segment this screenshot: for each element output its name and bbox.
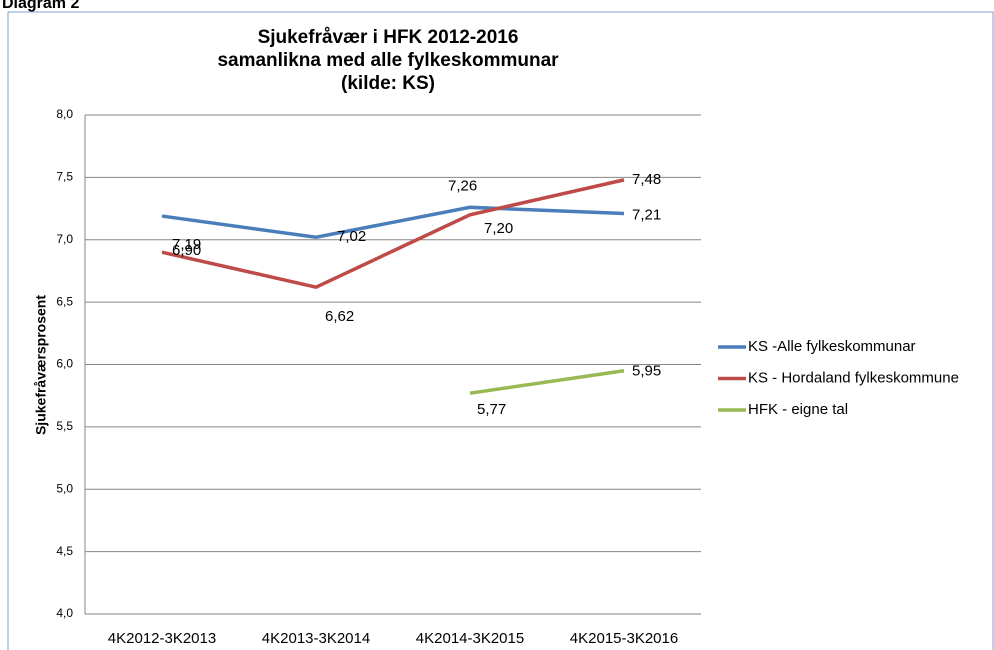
x-tick-label: 4K2013-3K2014 (262, 630, 370, 647)
data-label: 7,02 (337, 228, 366, 245)
y-tick-label: 7,0 (56, 232, 73, 246)
y-tick-label: 5,5 (56, 419, 73, 433)
y-tick-label: 7,5 (56, 170, 73, 184)
chart-border (7, 11, 994, 650)
y-tick-label: 6,0 (56, 357, 73, 371)
y-tick-label: 8,0 (56, 107, 73, 121)
data-label: 6,62 (325, 308, 354, 325)
data-label: 7,21 (632, 207, 661, 224)
series-line (161, 178, 625, 289)
x-tick-label: 4K2012-3K2013 (108, 630, 216, 647)
y-tick-label: 4,0 (56, 606, 73, 620)
legend-label: KS -Alle fylkeskommunar (748, 338, 916, 355)
y-tick-label: 5,0 (56, 481, 73, 495)
chart-subtitle: samanlikna med alle fylkeskommunar (217, 50, 559, 71)
data-label: 5,77 (477, 401, 506, 418)
chart-source: (kilde: KS) (341, 73, 435, 94)
x-tick-label: 4K2015-3K2016 (570, 630, 678, 647)
y-axis-label: Sjukefråværsprosent (33, 295, 49, 435)
data-label: 7,48 (632, 171, 661, 188)
series-line (161, 205, 625, 240)
heading: Diagram 2 (2, 0, 79, 12)
legend-label: HFK - eigne tal (748, 401, 848, 418)
y-tick-label: 6,5 (56, 294, 73, 308)
data-label: 7,20 (484, 220, 513, 237)
y-tick-label: 4,5 (56, 544, 73, 558)
data-label: 5,95 (632, 363, 661, 380)
x-tick-label: 4K2014-3K2015 (416, 630, 524, 647)
chart-title: Sjukefråvær i HFK 2012-2016 (258, 27, 519, 48)
series-line (469, 369, 625, 395)
data-label: 6,90 (172, 242, 201, 259)
legend-label: KS - Hordaland fylkeskommune (748, 369, 959, 386)
data-label: 7,26 (448, 177, 477, 194)
data-label: 7,19 (172, 236, 201, 253)
